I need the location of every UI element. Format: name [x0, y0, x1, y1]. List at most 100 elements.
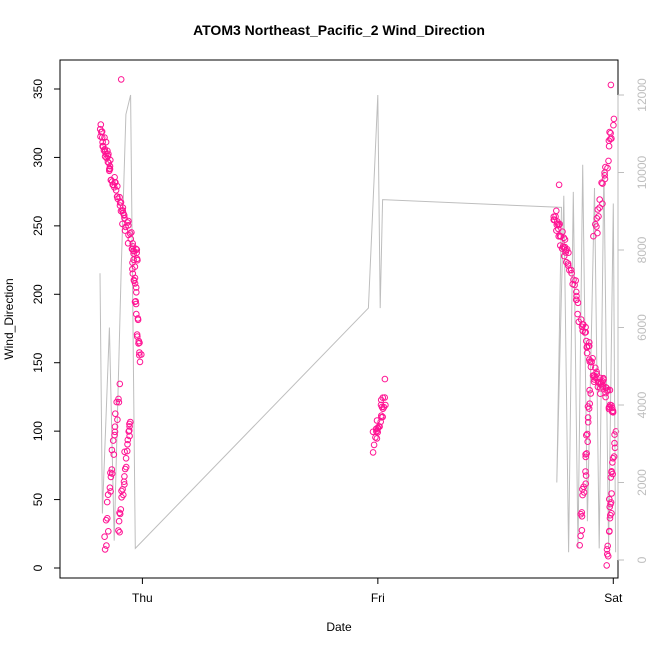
data-point: [107, 473, 115, 481]
data-point: [108, 466, 116, 473]
data-point: [132, 298, 139, 305]
data-point: [563, 258, 570, 266]
data-point: [105, 528, 112, 535]
data-point: [593, 215, 601, 222]
data-point: [108, 470, 116, 477]
data-point: [584, 414, 592, 421]
data-point: [573, 292, 580, 300]
data-point: [582, 328, 590, 336]
data-point: [582, 468, 589, 475]
data-point: [583, 450, 591, 457]
data-point: [378, 412, 385, 420]
data-point: [379, 413, 387, 421]
data-point: [555, 221, 563, 229]
data-point: [594, 229, 601, 237]
data-point: [116, 380, 124, 388]
data-point: [129, 240, 136, 247]
data-point: [101, 533, 108, 541]
data-point: [565, 249, 572, 256]
data-point: [136, 349, 143, 356]
data-point: [115, 527, 122, 534]
data-point: [117, 506, 125, 513]
data-point: [111, 431, 118, 439]
data-point: [564, 260, 572, 267]
data-point: [603, 546, 611, 553]
data-point: [601, 175, 609, 183]
line-series-layer: [99, 94, 617, 553]
data-point: [104, 515, 111, 522]
data-point: [104, 147, 111, 155]
data-point: [106, 162, 114, 170]
y2-tick-label: 4000: [635, 391, 649, 418]
data-point: [133, 310, 140, 318]
data-point: [587, 363, 595, 371]
data-point: [121, 448, 128, 456]
data-point: [586, 386, 593, 394]
data-point: [126, 423, 133, 430]
data-point: [125, 217, 132, 225]
data-point: [586, 339, 593, 346]
y-tick-label: 100: [31, 421, 45, 441]
data-point: [107, 156, 114, 164]
data-point: [138, 351, 145, 358]
data-point: [117, 76, 125, 83]
data-point: [582, 323, 589, 331]
data-point: [130, 256, 137, 264]
points-series-layer: [96, 76, 620, 569]
data-point: [592, 221, 599, 228]
data-point: [97, 121, 105, 128]
data-point: [605, 157, 612, 165]
x-tick-label: Thu: [132, 591, 153, 605]
x-axis-label: Date: [326, 620, 352, 634]
data-point: [134, 316, 142, 324]
y-axis-left: 0 50 100 150 200 250 300 350: [31, 79, 61, 571]
data-point: [594, 206, 602, 213]
data-point: [124, 436, 132, 444]
data-point: [106, 484, 114, 492]
data-point: [563, 246, 571, 253]
data-point: [573, 288, 580, 296]
data-point: [133, 255, 141, 263]
data-point: [586, 400, 594, 408]
data-point: [584, 430, 591, 438]
data-point: [574, 310, 581, 318]
data-point: [122, 455, 130, 462]
data-point: [583, 349, 591, 357]
data-point: [609, 409, 617, 416]
data-point: [373, 417, 381, 424]
y2-tick-label: 8000: [635, 236, 649, 263]
data-point: [571, 281, 578, 289]
data-point: [593, 368, 600, 376]
data-point: [582, 480, 590, 488]
data-point: [608, 469, 615, 476]
data-point: [370, 441, 378, 449]
data-point: [555, 181, 563, 189]
line-series: [99, 94, 617, 553]
x-tick-label: Sat: [604, 591, 623, 605]
data-point: [606, 528, 613, 535]
data-point: [606, 128, 613, 136]
data-point: [611, 431, 618, 438]
data-point: [564, 262, 572, 269]
data-point: [602, 393, 609, 401]
data-point: [133, 246, 141, 253]
data-point: [585, 342, 593, 350]
data-point: [107, 488, 114, 495]
data-point: [553, 207, 560, 215]
data-point: [105, 150, 112, 158]
data-point: [114, 182, 121, 190]
data-point: [588, 358, 595, 366]
data-point: [587, 390, 595, 397]
data-point: [583, 431, 590, 439]
data-point: [607, 499, 615, 506]
data-point: [132, 284, 140, 291]
data-point: [578, 323, 586, 331]
data-point: [126, 420, 133, 428]
data-point: [560, 234, 568, 242]
data-point: [103, 498, 111, 506]
data-point: [381, 394, 389, 401]
data-point: [376, 423, 383, 430]
data-point: [118, 487, 125, 495]
data-point: [593, 370, 601, 378]
